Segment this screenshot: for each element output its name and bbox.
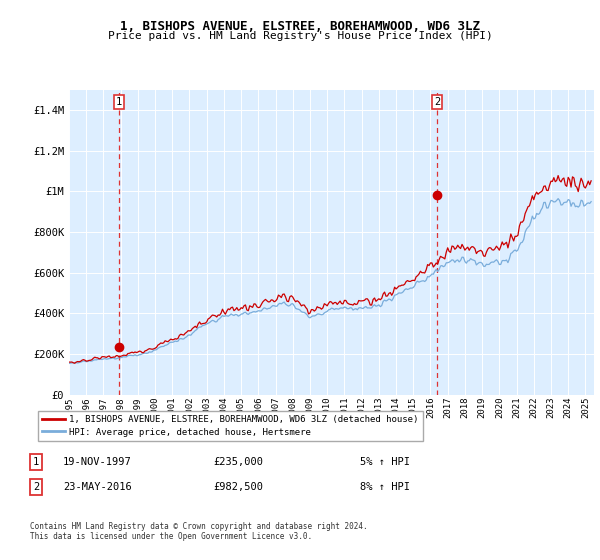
Text: 8% ↑ HPI: 8% ↑ HPI (360, 482, 410, 492)
Text: Price paid vs. HM Land Registry's House Price Index (HPI): Price paid vs. HM Land Registry's House … (107, 31, 493, 41)
Text: 2: 2 (33, 482, 39, 492)
Text: Contains HM Land Registry data © Crown copyright and database right 2024.
This d: Contains HM Land Registry data © Crown c… (30, 522, 368, 542)
Text: 5% ↑ HPI: 5% ↑ HPI (360, 457, 410, 467)
Text: £235,000: £235,000 (213, 457, 263, 467)
Text: £982,500: £982,500 (213, 482, 263, 492)
Text: 19-NOV-1997: 19-NOV-1997 (63, 457, 132, 467)
Legend: 1, BISHOPS AVENUE, ELSTREE, BOREHAMWOOD, WD6 3LZ (detached house), HPI: Average : 1, BISHOPS AVENUE, ELSTREE, BOREHAMWOOD,… (38, 410, 423, 441)
Text: 1: 1 (116, 97, 122, 107)
Text: 1, BISHOPS AVENUE, ELSTREE, BOREHAMWOOD, WD6 3LZ: 1, BISHOPS AVENUE, ELSTREE, BOREHAMWOOD,… (120, 20, 480, 32)
Text: 2: 2 (434, 97, 440, 107)
Text: 23-MAY-2016: 23-MAY-2016 (63, 482, 132, 492)
Text: 1: 1 (33, 457, 39, 467)
